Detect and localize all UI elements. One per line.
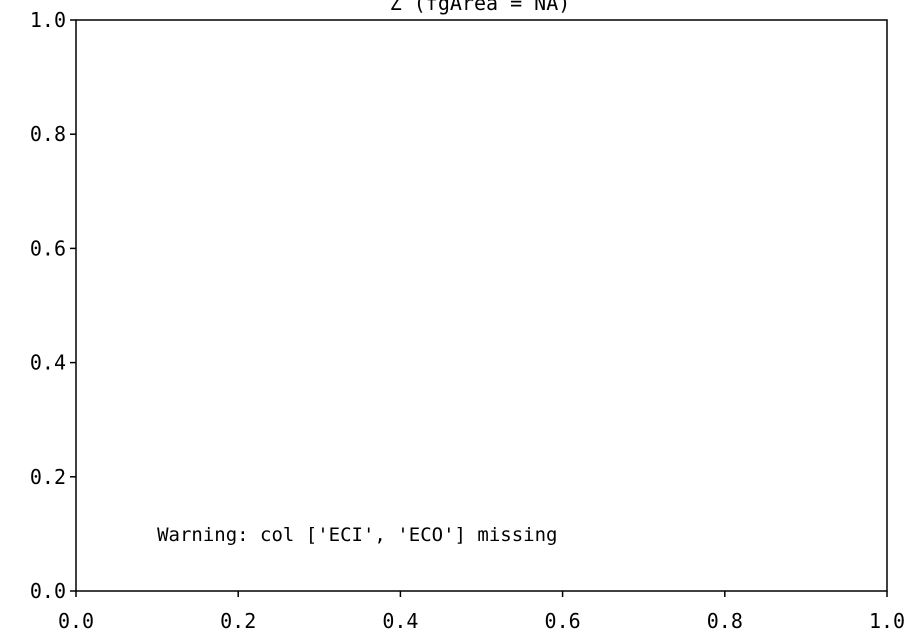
y-tick-label: 1.0 <box>30 8 66 32</box>
x-tick-label: 0.8 <box>707 609 743 632</box>
y-tick-label: 0.6 <box>30 236 66 260</box>
x-tick-label: 1.0 <box>869 609 905 632</box>
x-tick-label: 0.2 <box>220 609 256 632</box>
chart-title: Z (fgArea = NA) <box>390 0 571 15</box>
plot-area-frame <box>75 19 888 592</box>
y-tick-label: 0.2 <box>30 465 66 489</box>
y-tick-label: 0.0 <box>30 579 66 603</box>
y-tick-label: 0.8 <box>30 122 66 146</box>
x-tick-label: 0.4 <box>382 609 418 632</box>
x-tick-label: 0.0 <box>58 609 94 632</box>
warning-annotation: Warning: col ['ECI', 'ECO'] missing <box>157 524 557 546</box>
y-axis: 0.0 0.2 0.4 0.6 0.8 1.0 <box>30 8 76 603</box>
x-tick-label: 0.6 <box>545 609 581 632</box>
x-axis: 0.0 0.2 0.4 0.6 0.8 1.0 <box>58 591 905 632</box>
y-tick-label: 0.4 <box>30 351 66 375</box>
